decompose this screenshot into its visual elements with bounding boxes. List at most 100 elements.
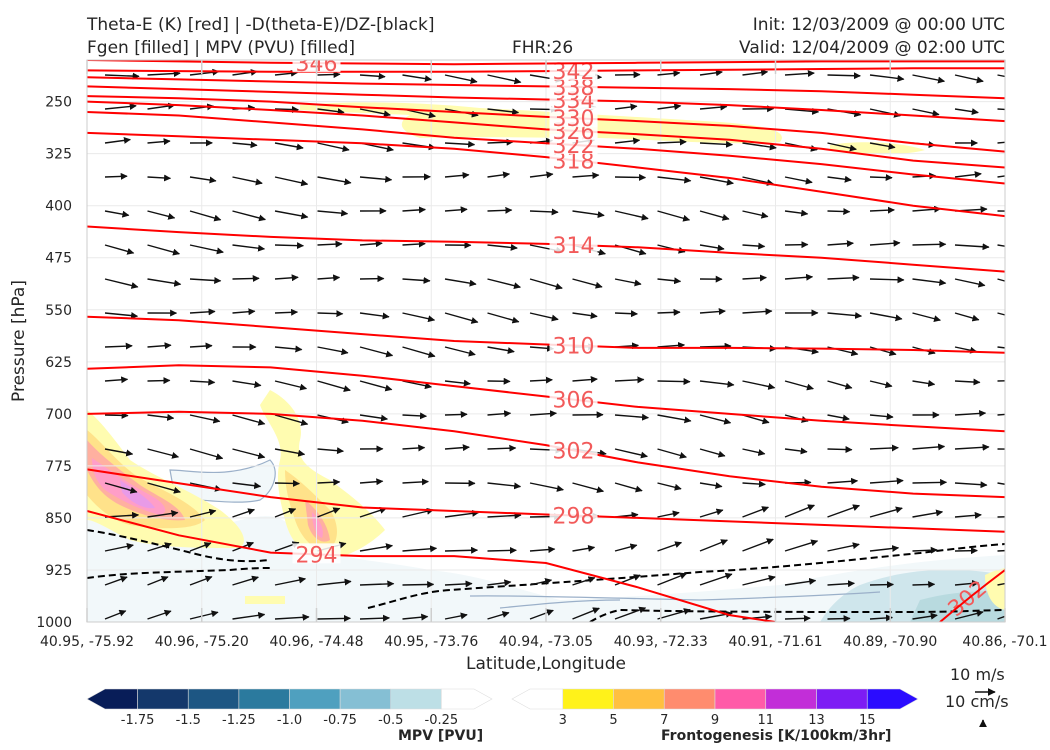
wind-vector xyxy=(232,575,259,586)
wind-vector xyxy=(189,378,216,386)
wind-vector xyxy=(997,175,1005,178)
wind-vector xyxy=(657,510,680,518)
wind-vector xyxy=(997,346,1005,349)
wind-vector xyxy=(784,447,808,455)
theta-e-label-bg xyxy=(292,543,341,564)
wind-vector xyxy=(529,609,554,620)
wind-vector xyxy=(104,278,139,289)
mpv-contour-upper xyxy=(169,459,276,503)
wind-vector xyxy=(742,210,769,219)
x-tick-label: 40.86, -70.1 xyxy=(962,634,1047,650)
wind-vector xyxy=(487,444,517,452)
wind-vector xyxy=(529,482,564,492)
wind-vector xyxy=(147,377,171,385)
wind-vector xyxy=(189,210,222,222)
wind-vector xyxy=(614,448,648,459)
wind-vector xyxy=(104,136,131,144)
wind-vector xyxy=(232,380,262,388)
fgen-fill-left-5 xyxy=(87,430,205,529)
wind-vector xyxy=(869,174,893,182)
fgen-colorbar-tick-label: 7 xyxy=(660,713,668,728)
wind-vector xyxy=(997,549,1005,552)
x-tick-label: 40.96, -74.48 xyxy=(269,634,363,650)
wind-vector xyxy=(104,342,133,350)
wind-vector xyxy=(912,108,940,117)
wind-vector xyxy=(487,410,512,418)
wind-vector xyxy=(444,346,476,357)
wind-vector xyxy=(317,209,349,217)
wind-vector xyxy=(189,508,217,518)
wind-vector xyxy=(359,380,393,392)
wind-vector xyxy=(317,310,344,318)
wind-vector xyxy=(147,278,182,287)
wind-vector xyxy=(572,312,598,320)
wind-vector xyxy=(657,138,687,146)
wind-vector xyxy=(274,613,310,621)
wind-vector xyxy=(997,482,1005,485)
wind-vector xyxy=(487,243,518,251)
wind-vector xyxy=(359,580,395,588)
wind-vector xyxy=(699,380,735,388)
wind-vector xyxy=(104,575,128,586)
fgen-colorbar-segment xyxy=(663,688,716,710)
wind-vector xyxy=(869,239,901,247)
wind-vector xyxy=(317,447,344,455)
wind-vector xyxy=(317,108,345,116)
theta-e-contour-294 xyxy=(87,510,776,622)
wind-vector xyxy=(657,482,682,491)
init-time: Init: 12/03/2009 @ 00:00 UTC xyxy=(752,15,1005,35)
mpv-colorbar-segment xyxy=(441,688,493,710)
wind-vector xyxy=(274,242,305,250)
wind-vector xyxy=(317,346,349,356)
wind-vector xyxy=(529,376,553,384)
wind-vector xyxy=(657,69,681,77)
wind-vector xyxy=(232,210,266,222)
wind-vector xyxy=(869,413,894,421)
wind-vector xyxy=(827,142,857,152)
wind-vector xyxy=(359,346,394,358)
wind-vector xyxy=(402,412,428,420)
theta-e-label-bg xyxy=(549,233,598,254)
wind-vector xyxy=(699,69,723,77)
mpv-colorbar-tick-label: -1.25 xyxy=(222,713,256,728)
y-tick-label: 550 xyxy=(45,303,72,319)
theta-e-label-338: 338 xyxy=(553,76,595,101)
wind-vector xyxy=(444,546,479,554)
wind-vector xyxy=(699,176,734,186)
wind-vector xyxy=(912,379,936,387)
wind-vector xyxy=(827,274,860,282)
wind-vector xyxy=(402,74,432,83)
wind-vector xyxy=(954,481,988,489)
wind-vector xyxy=(189,542,212,552)
wind-vector xyxy=(529,208,559,216)
wind-vector xyxy=(614,278,642,287)
title-line-2: Fgen [filled] | MPV (PVU) [filled] xyxy=(87,38,356,58)
wind-vector xyxy=(784,504,815,518)
wind-vector xyxy=(657,448,687,459)
valid-time: Valid: 12/04/2009 @ 02:00 UTC xyxy=(739,38,1005,58)
wind-vector xyxy=(997,244,1005,247)
wind-vector xyxy=(487,278,521,290)
wind-vector xyxy=(274,414,309,426)
mpv-colorbar-tick-label: -1.75 xyxy=(121,713,155,728)
wind-vector xyxy=(742,142,777,151)
theta-e-label-310: 310 xyxy=(553,335,595,360)
wind-vector xyxy=(274,142,304,151)
wind-vector xyxy=(147,174,172,182)
theta-e-label-bg xyxy=(549,388,598,409)
wind-vector xyxy=(274,308,299,316)
wind-vector xyxy=(317,380,351,392)
wind-vector xyxy=(402,545,438,553)
wind-vector xyxy=(359,312,390,320)
y-tick-label: 250 xyxy=(45,95,72,111)
wind-vector xyxy=(997,380,1005,382)
wind-vector xyxy=(104,376,129,384)
wind-vector xyxy=(274,106,299,114)
wind-vector xyxy=(487,546,517,554)
wind-vector xyxy=(147,70,181,78)
wind-vector xyxy=(444,410,468,418)
wind-vector xyxy=(444,509,480,518)
wind-vector xyxy=(274,576,307,586)
wind-vector xyxy=(529,278,563,290)
wind-vector xyxy=(359,614,390,622)
